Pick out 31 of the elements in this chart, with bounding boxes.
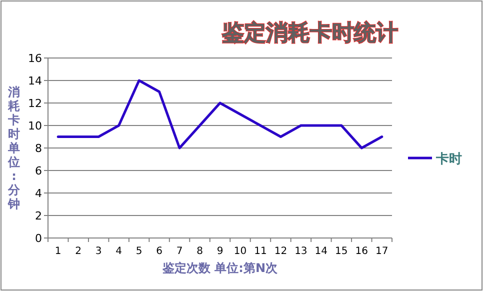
x-tick-label: 8 (196, 246, 203, 257)
y-tick-label: 12 (28, 97, 42, 110)
x-tick-label: 6 (156, 246, 162, 257)
x-tick-label: 5 (136, 246, 142, 257)
x-tick-label: 4 (116, 246, 122, 257)
y-tick-label: 6 (35, 164, 42, 178)
y-tick-label: 16 (28, 52, 42, 65)
x-tick-label: 12 (274, 246, 288, 257)
x-tick-label: 15 (335, 246, 348, 257)
y-tick-label: 0 (35, 232, 42, 245)
x-tick-label: 1 (54, 246, 62, 257)
chart-title: 鉴定消耗卡时统计 (222, 20, 398, 46)
y-tick-label: 8 (35, 142, 42, 155)
text: 消耗卡时单位:分钟 (8, 85, 20, 211)
y-tick-label: 10 (28, 120, 42, 132)
x-axis-title: 鉴定次数 单位:第N次 (161, 261, 279, 275)
x-tick-label: 10 (234, 246, 247, 257)
x-tick-label: 17 (376, 246, 388, 257)
y-tick-label: 14 (28, 74, 42, 88)
x-tick-label: 13 (294, 246, 308, 257)
x-tick-label: 14 (314, 246, 328, 257)
y-tick-label: 4 (35, 187, 42, 200)
x-tick-label: 16 (355, 246, 368, 257)
x-tick-label: 3 (95, 246, 102, 257)
x-tick-label: 2 (75, 246, 82, 257)
y-tick-label: 2 (35, 210, 42, 222)
x-tick-label: 9 (216, 246, 224, 257)
x-tick-label: 7 (176, 246, 183, 257)
legend-label: 卡时 (435, 152, 462, 167)
x-tick-label: 11 (254, 246, 267, 257)
line-series (56, 79, 384, 150)
